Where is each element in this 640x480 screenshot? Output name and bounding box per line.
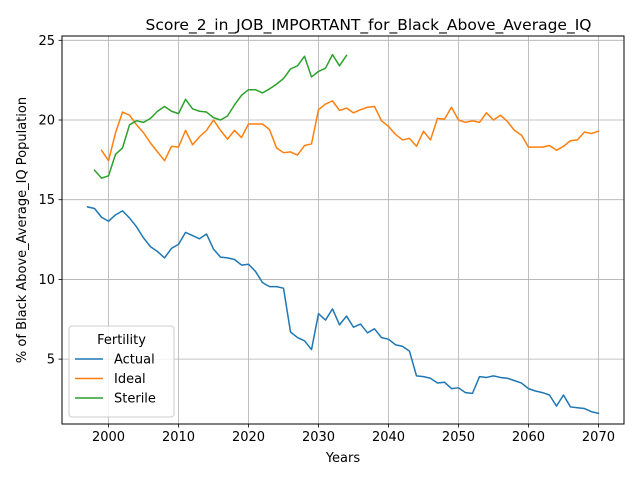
x-axis-ticks: 2000 2010 2020 2030 2040 2050 2060 2070: [92, 424, 615, 445]
y-axis-ticks: 5 10 15 20 25: [38, 34, 62, 368]
x-tick-label: 2000: [92, 430, 125, 445]
legend-label-sterile: Sterile: [114, 392, 156, 407]
legend: Fertility Actual Ideal Sterile: [68, 325, 175, 418]
x-tick-label: 2070: [582, 430, 615, 445]
series-lines: [86, 53, 600, 415]
series-line-actual: [86, 205, 600, 415]
y-tick-label: 25: [38, 34, 55, 49]
legend-items: Actual Ideal Sterile: [75, 353, 156, 407]
legend-label-ideal: Ideal: [114, 372, 146, 387]
series-line-ideal: [100, 100, 600, 162]
x-tick-label: 2040: [372, 430, 405, 445]
legend-title: Fertility: [97, 333, 146, 348]
y-tick-label: 5: [47, 353, 55, 368]
series-line-sterile: [93, 53, 348, 179]
chart-title: Score_2_in_JOB_IMPORTANT_for_Black_Above…: [146, 16, 592, 35]
x-tick-label: 2020: [232, 430, 265, 445]
y-axis-title: % of Black Above_Average_IQ Population: [15, 97, 30, 363]
legend-box: [68, 325, 175, 418]
x-tick-label: 2030: [302, 430, 335, 445]
legend-label-actual: Actual: [114, 353, 155, 368]
y-tick-label: 10: [38, 273, 55, 288]
y-tick-label: 15: [38, 193, 55, 208]
y-tick-label: 20: [38, 114, 55, 129]
x-tick-label: 2050: [442, 430, 475, 445]
plot-frame: [61, 35, 625, 425]
x-tick-label: 2010: [162, 430, 195, 445]
x-tick-label: 2060: [512, 430, 545, 445]
x-axis-title: Years: [325, 451, 361, 466]
